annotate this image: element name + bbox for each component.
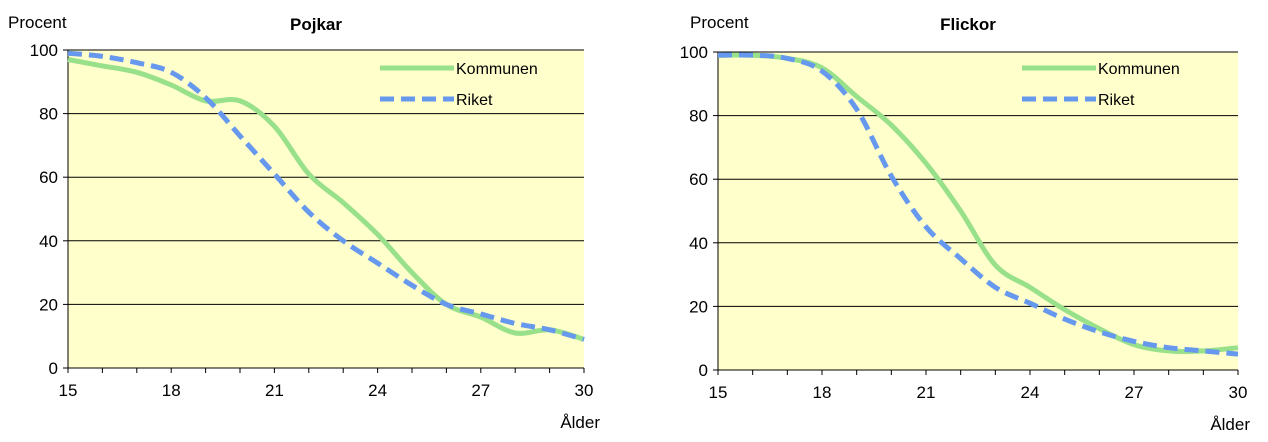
legend-label-kommunen: Kommunen [456, 61, 538, 78]
x-axis-title: Ålder [560, 413, 600, 432]
x-tick-label: 21 [265, 381, 284, 400]
x-tick-label: 30 [1229, 383, 1248, 402]
plot-area [68, 50, 584, 368]
y-tick-label: 60 [39, 168, 58, 187]
y-tick-label: 80 [689, 107, 708, 126]
x-tick-label: 15 [709, 383, 728, 402]
y-tick-label: 40 [39, 232, 58, 251]
x-axis-title: Ålder [1210, 415, 1250, 434]
chart-pojkar-svg: 0 20 40 60 80 100 15 18 21 24 27 30 Procent Ålder Pojk… [8, 13, 600, 432]
chart-flickor-svg: 0 20 40 60 80 100 15 18 21 24 27 30 Procent Ålder Flic… [680, 13, 1251, 434]
legend-label-riket: Riket [456, 92, 493, 109]
y-tick-label: 20 [689, 297, 708, 316]
x-tick-label: 24 [1021, 383, 1040, 402]
y-tick-label: 100 [680, 43, 708, 62]
chart-title: Pojkar [290, 15, 342, 34]
x-tick-label: 21 [917, 383, 936, 402]
y-axis-title: Procent [8, 13, 67, 32]
chart-title: Flickor [940, 15, 996, 34]
x-tick-label: 18 [162, 381, 181, 400]
series-line-kommunen [67, 57, 585, 342]
chart-pojkar: 0 20 40 60 80 100 15 18 21 24 27 30 Procent Ålder Pojk… [0, 0, 618, 442]
series-line-riket [67, 50, 585, 342]
legend-label-riket: Riket [1098, 92, 1135, 109]
y-tick-label: 40 [689, 234, 708, 253]
chart-flickor: 0 20 40 60 80 100 15 18 21 24 27 30 Procent Ålder Flic… [650, 0, 1268, 442]
x-tick-label: 24 [368, 381, 387, 400]
x-tick-label: 30 [575, 381, 594, 400]
y-tick-label: 0 [699, 361, 708, 380]
series-line-riket [717, 52, 1239, 357]
y-tick-label: 0 [49, 359, 58, 378]
plot-area [718, 52, 1238, 370]
y-axis-title: Procent [690, 13, 749, 32]
legend-label-kommunen: Kommunen [1098, 61, 1180, 78]
x-tick-label: 15 [59, 381, 78, 400]
y-tick-label: 80 [39, 105, 58, 124]
y-tick-label: 60 [689, 170, 708, 189]
x-tick-label: 18 [813, 383, 832, 402]
x-tick-label: 27 [471, 381, 490, 400]
y-tick-label: 100 [30, 41, 58, 60]
x-tick-label: 27 [1125, 383, 1144, 402]
y-tick-label: 20 [39, 295, 58, 314]
